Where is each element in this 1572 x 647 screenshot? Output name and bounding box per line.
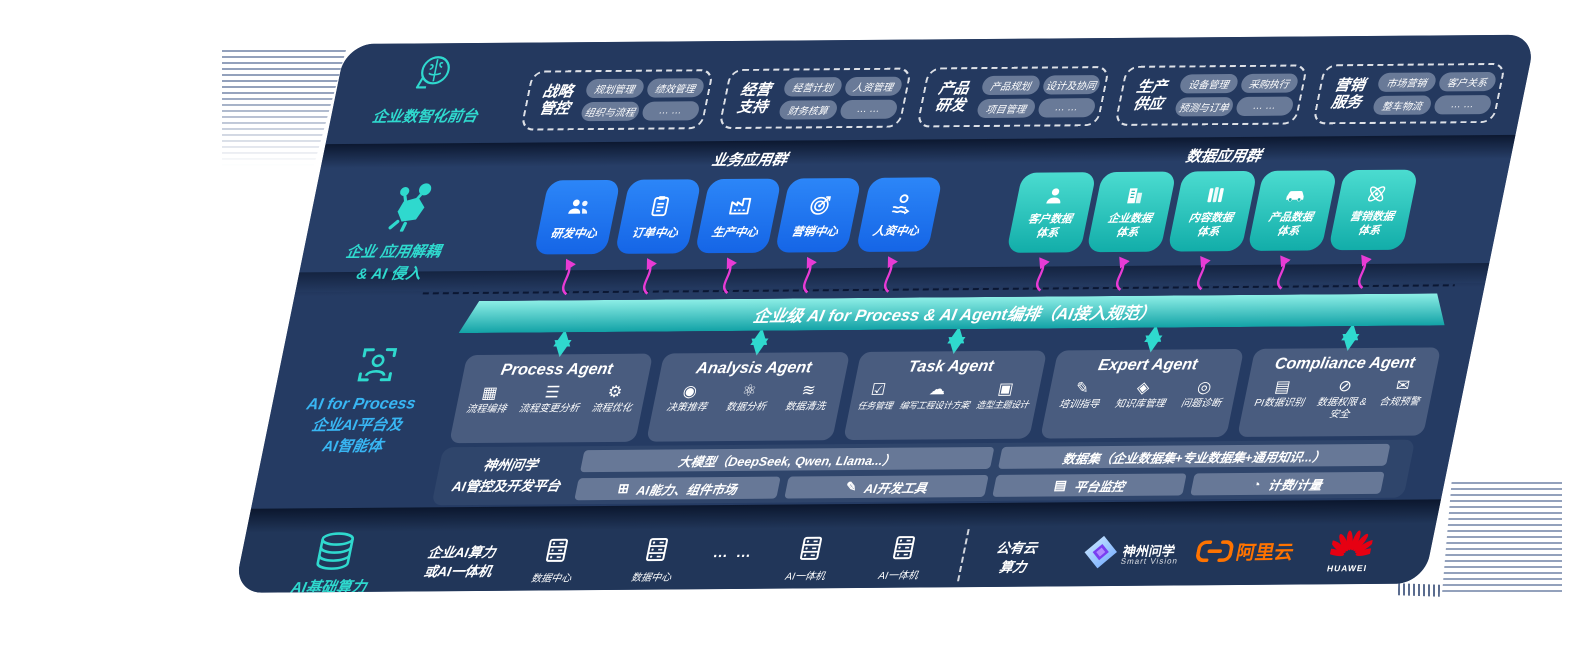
data-cleaning-icon: ≋ [800, 382, 817, 400]
tile-marketing-center: 营销中心 [774, 177, 862, 253]
server-icon [799, 536, 823, 560]
training-icon: ✎ [1073, 380, 1091, 398]
shenzhou-wenxue-logo [1084, 535, 1117, 569]
building-icon [1127, 188, 1143, 204]
tile-content-data: 内容数据 体系 [1167, 170, 1258, 252]
ai-appliance-node: AI一体机 [779, 534, 839, 583]
clipboard-icon [651, 195, 670, 216]
agent-item: ≋ 数据清洗 [784, 382, 827, 413]
compliance-alert-icon: ✉ [1394, 377, 1412, 395]
car-icon [1286, 190, 1304, 202]
molecule-icon [388, 183, 432, 232]
tile-production-center: 生产中心 [694, 178, 782, 254]
digital-brain-icon [415, 56, 450, 89]
server-icon [645, 538, 669, 562]
server-icon [892, 536, 915, 560]
ai-devtools-bar: ✎ AI开发工具 [784, 474, 989, 499]
compliance-agent-card: Compliance Agent ▤ PI数据识别 ⊘ 数据权限 & 安全 ✉ … [1237, 347, 1442, 438]
knowledge-base-icon: ◈ [1135, 379, 1152, 397]
agent-item: ▦ 流程编排 [465, 384, 508, 416]
flow-change-analysis-icon: ☰ [543, 384, 562, 402]
atom-icon [1368, 186, 1386, 202]
tile-customer-data: 客户数据 体系 [1006, 172, 1097, 253]
agent-item: ▣ 造型主题设计 [975, 380, 1030, 411]
datacenter-node: 数据中心 [525, 536, 585, 585]
platform-monitor-bar: ▤ 平台监控 [992, 473, 1187, 497]
flow-optimization-icon: ⚙ [605, 383, 624, 401]
enterprise-compute-label: 企业AI算力 或AI一体机 [422, 544, 497, 580]
aliyun-logo [1196, 540, 1234, 563]
styling-theme-icon: ▣ [996, 380, 1015, 398]
agent-item: ☁ 编写工程设计方案 [898, 381, 971, 411]
process-agent-card: Process Agent ▦ 流程编排 ☰ 流程变更分析 ⚙ 流程优化 [449, 353, 654, 444]
tile-hr-center: 人资中心 [855, 177, 943, 253]
team-icon [568, 198, 588, 214]
stripe-decoration-bottom [1397, 583, 1441, 597]
compute-rail-label: AI基础算力 [289, 578, 368, 593]
person-flow-icon [891, 193, 910, 214]
ai-layer-rail-label: AI for Process 企业AI平台及 AI智能体 [305, 395, 418, 456]
monitor-icon: ▤ [1052, 477, 1069, 493]
agent-item: ✎ 培训指导 [1057, 380, 1101, 411]
component-market-icon: ⊞ [616, 480, 631, 496]
tile-rd-center: 研发中心 [533, 179, 621, 255]
more-nodes-ellipsis: … … [711, 543, 756, 562]
huawei-logo [1328, 530, 1376, 557]
datacenter-node: 数据中心 [625, 535, 685, 584]
layer-divider-dashed-line [422, 284, 1455, 295]
billing-bar: ◔ 计费/计量 [1190, 471, 1385, 496]
stripe-decoration-right [1442, 482, 1562, 594]
platform-name: 神州问学 AI管控及开发平台 [450, 457, 562, 495]
person-frame-icon [357, 348, 398, 382]
agent-item: ☰ 流程变更分析 [517, 384, 581, 415]
architecture-scene: 企业数智化前台 战略 管控 规划管理 绩效管理 组织与流程 … … 经营 支持 [233, 34, 1536, 593]
gauge-icon: ◔ [1251, 476, 1263, 492]
agent-item: ⚙ 流程优化 [590, 383, 633, 415]
architecture-panel: 企业数智化前台 战略 管控 规划管理 绩效管理 组织与流程 … … 经营 支持 [233, 34, 1536, 593]
ai-injection-arrows [561, 254, 1372, 296]
analysis-agent-card: Analysis Agent ◉ 决策推荐 ⚛ 数据分析 ≋ 数据清洗 [646, 352, 851, 442]
flow-orchestration-icon: ▦ [480, 384, 499, 402]
books-icon [1207, 186, 1224, 202]
tile-product-data: 产品数据 体系 [1247, 170, 1338, 251]
aliyun-name: 阿里云 [1234, 542, 1296, 565]
engineering-design-icon: ☁ [927, 381, 948, 399]
person-icon [1046, 188, 1061, 204]
tile-order-center: 订单中心 [614, 179, 702, 254]
agent-item: ▤ PI数据识别 [1253, 378, 1306, 409]
agent-item: ◈ 知识库管理 [1113, 379, 1167, 410]
target-icon [810, 195, 832, 215]
tile-enterprise-data: 企业数据 体系 [1086, 171, 1177, 253]
agent-item: ✉ 合规预警 [1378, 377, 1421, 408]
agent-item: ⚛ 数据分析 [724, 382, 768, 414]
wenxue-subtitle: Smart Vision [1119, 556, 1179, 566]
platform-panel: 神州问学 AI管控及开发平台 大模型（DeepSeek, Qwen, Llama… [431, 439, 1416, 506]
task-management-icon: ☑ [869, 381, 888, 399]
factory-icon [729, 197, 752, 214]
task-agent-card: Task Agent ☑ 任务管理 ☁ 编写工程设计方案 ▣ 造型主题设计 [843, 350, 1048, 441]
decision-icon: ◉ [681, 383, 699, 401]
ai-appliance-node: AI一体机 [872, 533, 932, 582]
ai-capability-market-bar: ⊞ AI能力、组件市场 [574, 476, 781, 501]
agent-item: ◎ 问题诊断 [1179, 379, 1223, 410]
agent-item: ◉ 决策推荐 [665, 383, 708, 414]
dataset-bar: 数据集（企业数据集+专业数据集+通用知识...） [997, 443, 1391, 469]
pi-data-icon: ▤ [1273, 378, 1292, 396]
agent-item: ⊘ 数据权限 & 安全 [1315, 378, 1368, 420]
huawei-name: HUAWEI [1326, 562, 1369, 574]
band-to-agent-arrows [553, 323, 1360, 358]
dev-tools-icon: ✎ [844, 478, 859, 495]
agent-item: ☑ 任务管理 [856, 381, 894, 412]
llm-bar: 大模型（DeepSeek, Qwen, Llama...） [579, 446, 995, 473]
server-icon [545, 538, 569, 562]
tile-marketing-data: 营销数据 体系 [1328, 169, 1419, 251]
public-cloud-label: 公有云 算力 [994, 540, 1039, 575]
diagnosis-icon: ◎ [1195, 379, 1213, 397]
connector-arrows [422, 254, 1455, 358]
data-analysis-icon: ⚛ [740, 382, 759, 400]
database-icon [316, 532, 355, 570]
expert-agent-card: Expert Agent ✎ 培训指导 ◈ 知识库管理 ◎ 问题诊断 [1040, 348, 1245, 439]
data-permission-icon: ⊘ [1336, 378, 1354, 396]
